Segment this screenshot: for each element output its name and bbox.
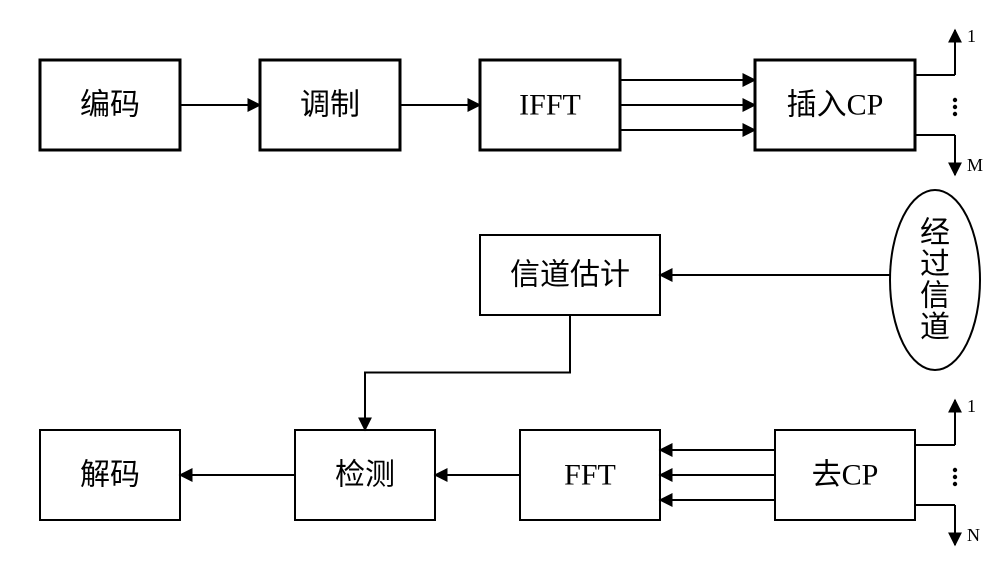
decode-label: 解码 [80,459,140,492]
signal-processing-flowchart: 编码 调制 IFFT 插入CP 信道估计 经过信道解码 检测 FFT 去CP 1 M 1 N [0,0,1000,561]
insertcp-label: 插入CP [787,89,884,122]
rx-dots-0 [953,468,957,472]
modulate-label: 调制 [300,89,360,122]
rx-top-label: 1 [967,396,976,416]
channel-label-2: 信 [920,279,950,312]
chest-label: 信道估计 [510,259,630,292]
channel-label-1: 过 [920,248,950,281]
rx-dots-2 [953,482,957,486]
edge-chest-detect [365,315,570,430]
tx-dots-1 [953,105,957,109]
ifft-label: IFFT [519,89,581,122]
channel-label-0: 经 [920,216,950,249]
fft-label: FFT [564,459,616,492]
channel-label-3: 道 [920,311,950,344]
encode-label: 编码 [80,89,140,122]
removecp-label: 去CP [812,459,879,492]
rx-bot-label: N [967,525,980,545]
tx-top-label: 1 [967,26,976,46]
tx-dots-0 [953,98,957,102]
detect-label: 检测 [335,459,395,492]
tx-bot-label: M [967,155,983,175]
rx-dots-1 [953,475,957,479]
tx-dots-2 [953,112,957,116]
